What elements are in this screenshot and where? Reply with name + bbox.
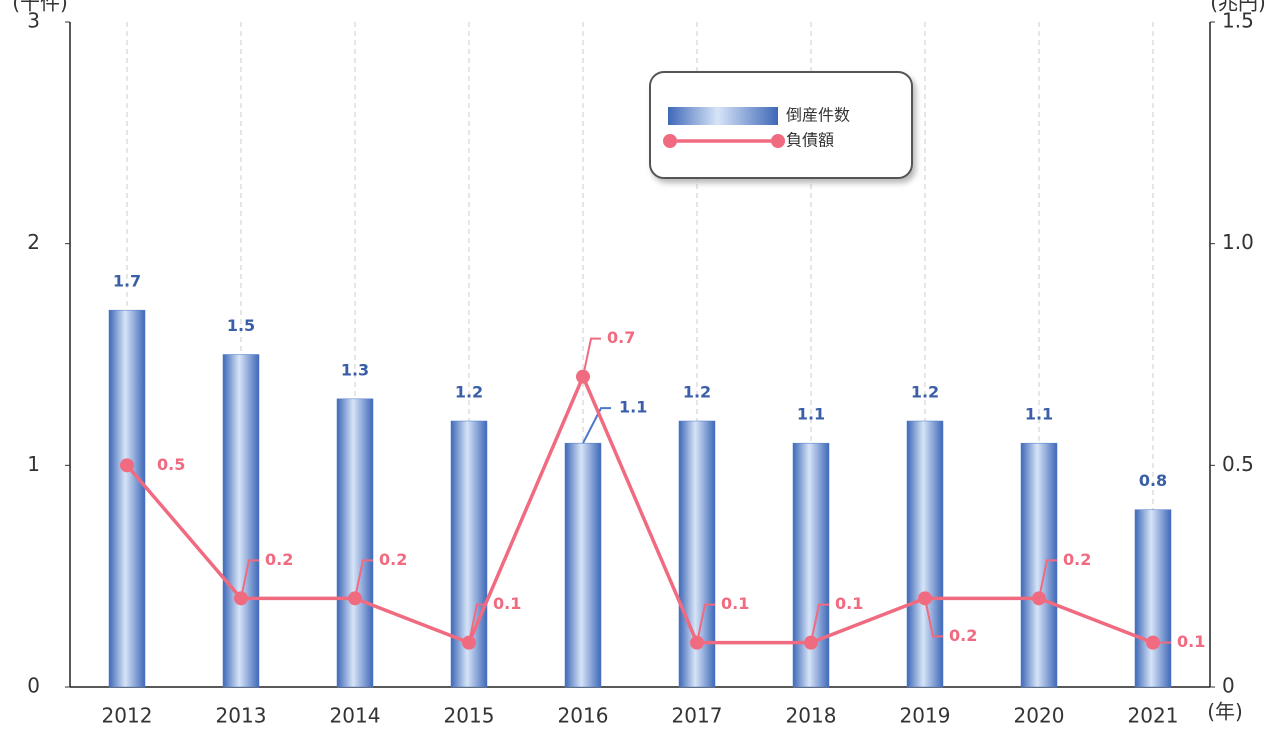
y2-tick-label: 0: [1222, 674, 1235, 698]
legend-swatch: [771, 134, 785, 148]
y-tick-label: 3: [27, 9, 40, 33]
legend-label: 負債額: [786, 131, 834, 150]
value-label: 0.8: [1139, 471, 1167, 490]
y2-tick-label: 0.5: [1222, 452, 1254, 476]
value-label: 0.2: [949, 626, 977, 645]
y-tick-label: 0: [27, 674, 40, 698]
value-label: 1.7: [113, 272, 141, 291]
x-tick-label: 2013: [216, 704, 267, 728]
bar: [1134, 509, 1172, 688]
value-label: 0.1: [835, 594, 863, 613]
y-axis-label: (千件): [12, 0, 68, 15]
x-tick-label: 2018: [786, 704, 837, 728]
leader: [1038, 559, 1057, 599]
bar: [906, 420, 944, 688]
x-tick-label: 2017: [672, 704, 723, 728]
leader: [924, 598, 943, 638]
bar: [1020, 442, 1058, 688]
bar: [564, 442, 602, 688]
value-label: 1.3: [341, 360, 369, 379]
bar: [792, 442, 830, 688]
x-tick-label: 2021: [1128, 704, 1179, 728]
x-axis-label: (年): [1207, 700, 1243, 724]
line: [125, 372, 1154, 645]
value-label: 1.2: [911, 383, 939, 402]
value-label: 1.2: [683, 383, 711, 402]
leader: [810, 603, 829, 643]
bar: [222, 354, 260, 688]
value-label: 0.1: [493, 594, 521, 613]
x-tick-label: 2015: [444, 704, 495, 728]
value-label: 1.1: [619, 398, 647, 417]
value-label: 0.7: [607, 328, 635, 347]
x-tick-label: 2016: [558, 704, 609, 728]
y-tick-label: 2: [27, 230, 40, 254]
leader: [354, 559, 373, 599]
legend-swatch: [668, 107, 778, 125]
value-label: 0.1: [721, 594, 749, 613]
x-tick-label: 2014: [330, 704, 381, 728]
y-tick-label: 1: [27, 452, 40, 476]
value-label: 1.2: [455, 383, 483, 402]
value-label: 0.2: [379, 550, 407, 569]
value-label: 0.5: [157, 455, 185, 474]
value-label: 0.1: [1177, 632, 1205, 651]
leader: [696, 603, 715, 643]
leader: [582, 337, 601, 377]
bar: [108, 309, 146, 688]
y2-tick-label: 1.0: [1222, 230, 1254, 254]
value-label: 1.5: [227, 316, 255, 335]
value-label: 1.1: [797, 405, 825, 424]
bar: [336, 398, 374, 688]
y2-tick-label: 1.5: [1222, 9, 1254, 33]
line-point: [120, 458, 134, 473]
x-tick-label: 2019: [900, 704, 951, 728]
x-tick-label: 2012: [102, 704, 153, 728]
leader: [240, 559, 259, 599]
value-label: 0.2: [1063, 550, 1091, 569]
legend-label: 倒産件数: [786, 106, 850, 125]
value-label: 0.2: [265, 550, 293, 569]
legend-swatch: [663, 134, 677, 148]
leader: [582, 407, 611, 444]
y2-axis-label: (兆円): [1210, 0, 1266, 15]
value-label: 1.1: [1025, 405, 1053, 424]
leader: [468, 603, 487, 643]
x-tick-label: 2020: [1014, 704, 1065, 728]
legend-box: [649, 71, 913, 179]
